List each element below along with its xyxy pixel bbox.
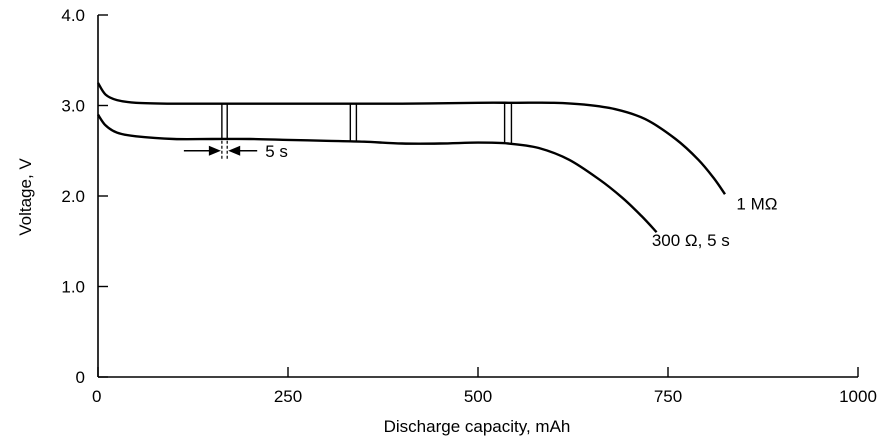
x-tick-label: 500 [464,387,492,406]
x-tick-label: 250 [274,387,302,406]
y-tick-label: 3.0 [61,97,85,116]
y-tick-label: 1.0 [61,278,85,297]
interval-arrow-left-head [208,145,221,156]
x-tick-label: 0 [92,387,101,406]
series-label-300ohm: 300 Ω, 5 s [652,231,730,250]
ticks: 0 250 500 750 1000 0 1.0 2.0 3.0 4.0 [61,6,877,406]
series-line-2 [97,113,658,234]
series-label-1mohm: 1 MΩ [736,195,777,214]
x-axis-label: Discharge capacity, mAh [384,417,571,436]
series-lines [96,82,726,234]
interval-label: 5 s [265,142,288,161]
y-tick-label: 2.0 [61,187,85,206]
pulse-markers [221,102,513,144]
series-line-1 [96,82,726,195]
x-tick-label: 1000 [839,387,877,406]
y-tick-label: 0 [76,368,85,387]
annotations: 5 s 1 MΩ 300 Ω, 5 s [183,140,777,250]
interval-arrow-right-head [228,145,241,156]
y-axis-label: Voltage, V [16,158,35,236]
x-tick-label: 750 [654,387,682,406]
y-tick-label: 4.0 [61,6,85,25]
